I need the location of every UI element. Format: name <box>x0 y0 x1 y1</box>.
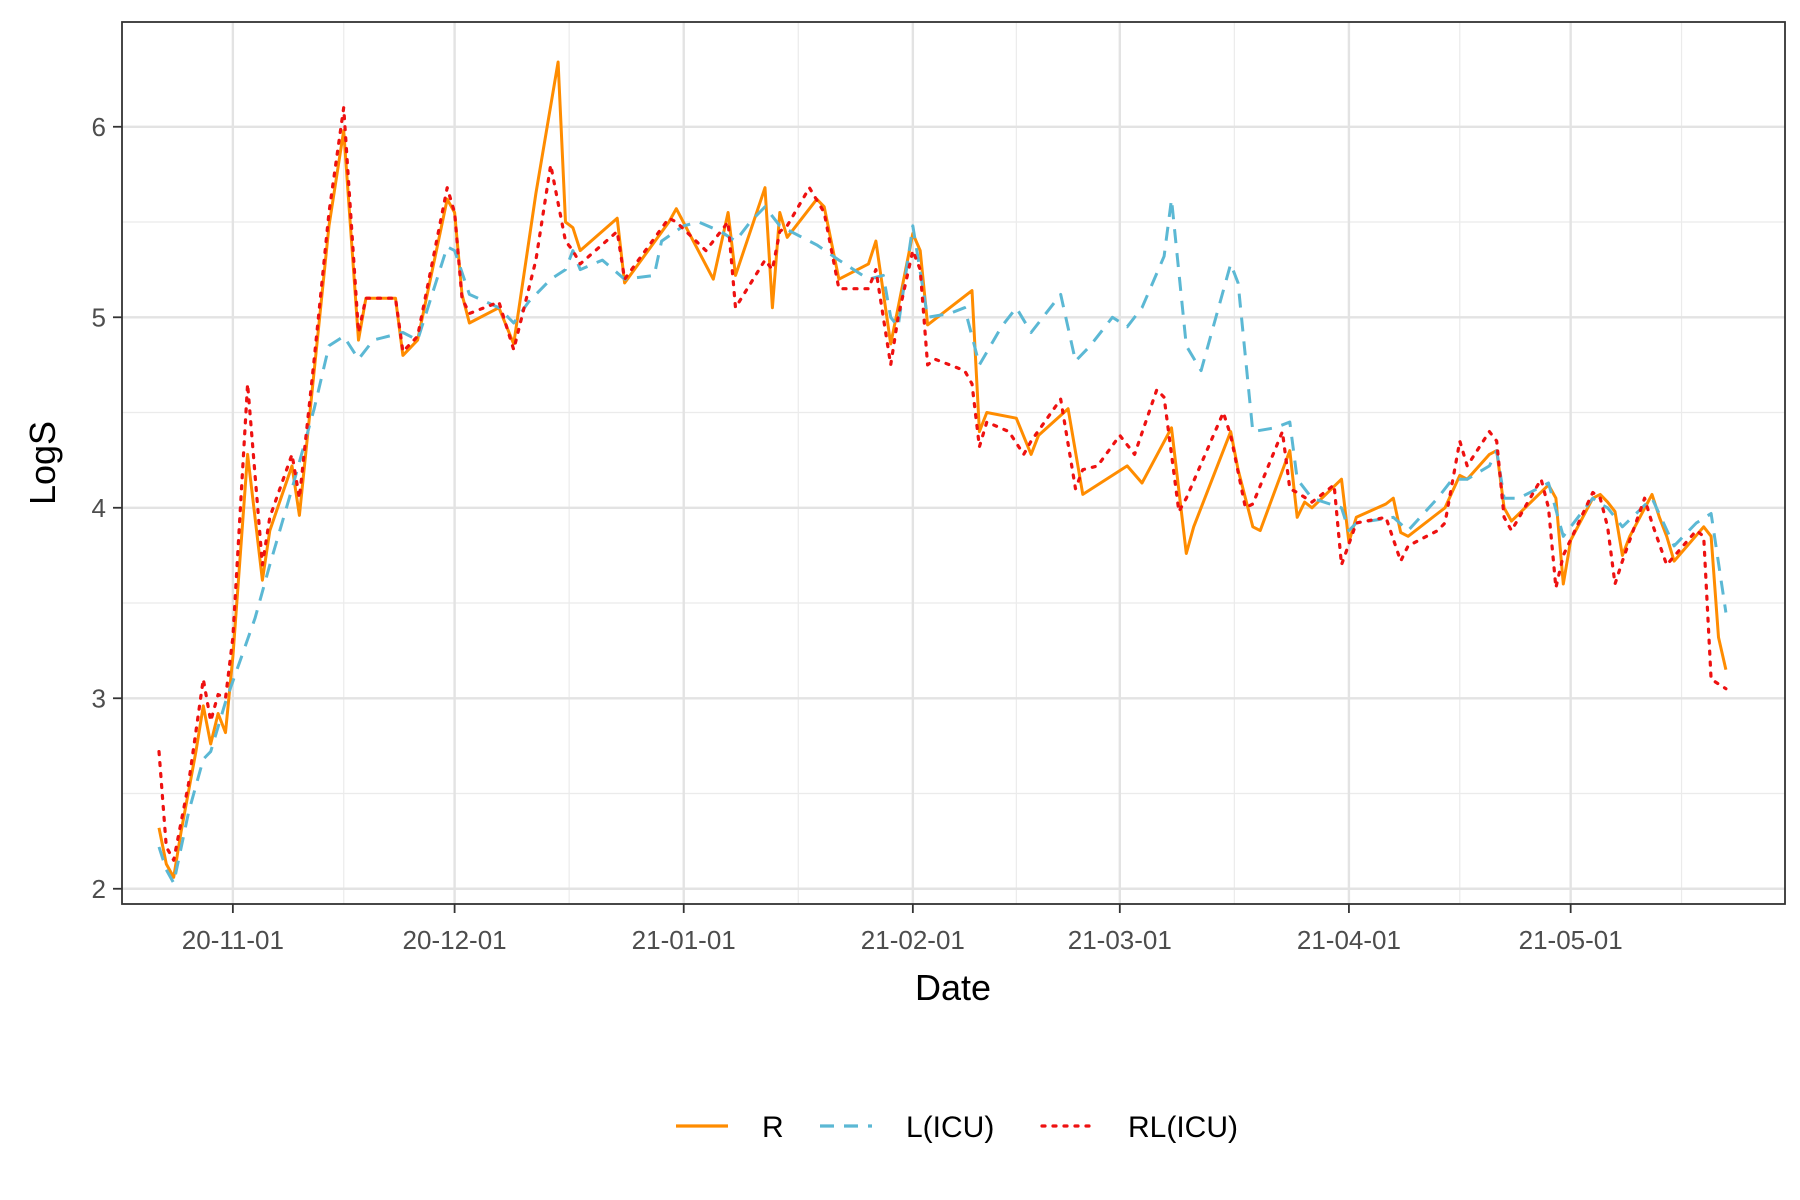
x-tick-label: 21-02-01 <box>861 925 965 955</box>
y-axis-title: LogS <box>22 421 63 505</box>
y-tick-label: 2 <box>92 874 106 904</box>
x-tick-label: 21-04-01 <box>1297 925 1401 955</box>
x-axis: 20-11-01 20-12-01 21-01-01 21-02-01 21-03-01… <box>182 904 1623 955</box>
series-layer <box>157 60 1728 885</box>
major-gridlines <box>122 22 1785 904</box>
plot-panel-border <box>121 21 1786 905</box>
legend-label-RL(ICU): RL(ICU) <box>1128 1111 1238 1144</box>
y-tick-label: 3 <box>92 683 106 713</box>
series-line-RL(ICU) <box>157 106 1728 862</box>
x-tick-label: 20-11-01 <box>182 925 284 955</box>
y-tick-label: 5 <box>92 302 106 332</box>
series-line-L(ICU) <box>157 197 1728 885</box>
x-tick-label: 20-12-01 <box>403 925 507 955</box>
y-tick-label: 6 <box>92 112 106 142</box>
legend: R L(ICU) RL(ICU) <box>676 1111 1238 1144</box>
x-tick-label: 21-01-01 <box>632 925 736 955</box>
legend-label-L(ICU): L(ICU) <box>906 1111 994 1144</box>
legend-label-R: R <box>762 1111 784 1144</box>
minor-gridlines <box>122 22 1785 904</box>
y-tick-label: 4 <box>92 493 106 523</box>
x-tick-label: 21-05-01 <box>1519 925 1623 955</box>
x-axis-title: Date <box>915 967 991 1008</box>
x-tick-label: 21-03-01 <box>1068 925 1172 955</box>
y-axis: 2 3 4 5 6 <box>92 112 122 904</box>
